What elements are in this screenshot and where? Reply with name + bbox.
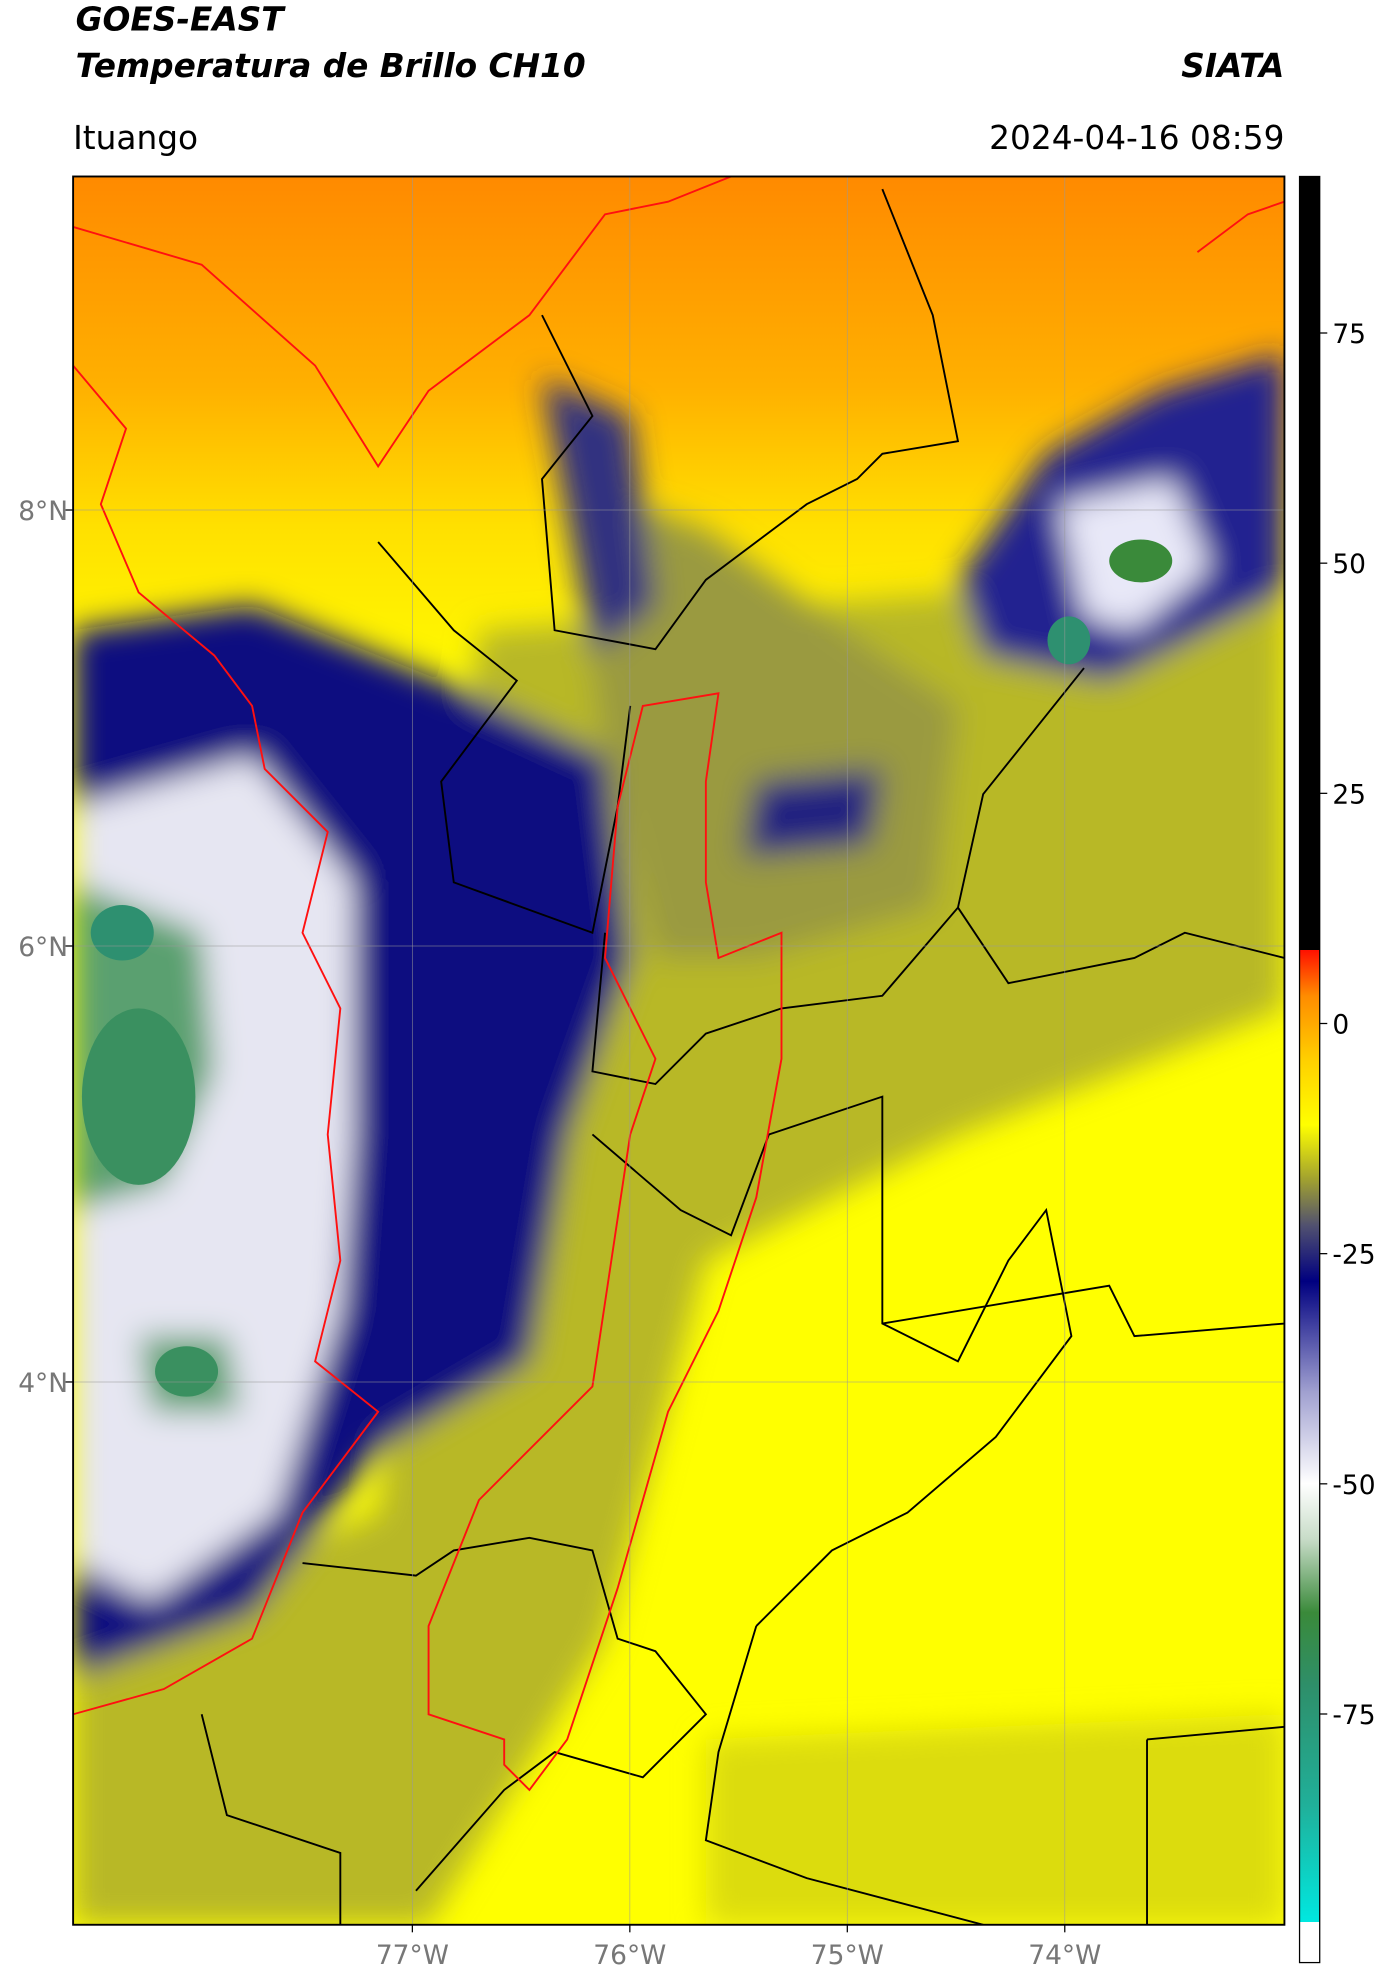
map-frame xyxy=(72,175,1286,1926)
colorbar-tick-label: -25 xyxy=(1332,1240,1375,1271)
lon-tick-label: 74°W xyxy=(1028,1940,1101,1971)
lon-tick-label: 75°W xyxy=(811,1940,884,1971)
colorbar-bar xyxy=(1298,175,1321,1964)
colorbar-tick-label: 50 xyxy=(1332,549,1366,580)
lat-tick-label: 6°N xyxy=(18,932,68,963)
lat-tick-label: 8°N xyxy=(18,496,68,527)
lon-tick-label: 76°W xyxy=(593,1940,666,1971)
datetime: 2024-04-16 08:59 xyxy=(989,119,1284,157)
location: Ituango xyxy=(73,119,198,157)
graticule: 77°W 76°W 75°W 74°W 8°N 6°N 4°N xyxy=(18,176,1285,1971)
colorbar-tick-label: 25 xyxy=(1332,779,1366,810)
colorbar-tick-label: -50 xyxy=(1332,1470,1375,1501)
lat-tick-label: 4°N xyxy=(18,1368,68,1399)
subtitle: Temperatura de Brillo CH10 xyxy=(76,47,586,85)
lon-tick-label: 77°W xyxy=(376,1940,449,1971)
colorbar-tick-label: 0 xyxy=(1332,1010,1349,1041)
satellite-image xyxy=(73,176,1285,1925)
colorbar: 75 50 25 0 -25 -50 -75 xyxy=(1298,175,1376,1964)
brand: SIATA xyxy=(1181,47,1284,85)
title: GOES-EAST xyxy=(76,0,287,38)
colorbar-tick-label: -75 xyxy=(1332,1700,1375,1731)
colorbar-tick-label: 75 xyxy=(1332,319,1366,350)
